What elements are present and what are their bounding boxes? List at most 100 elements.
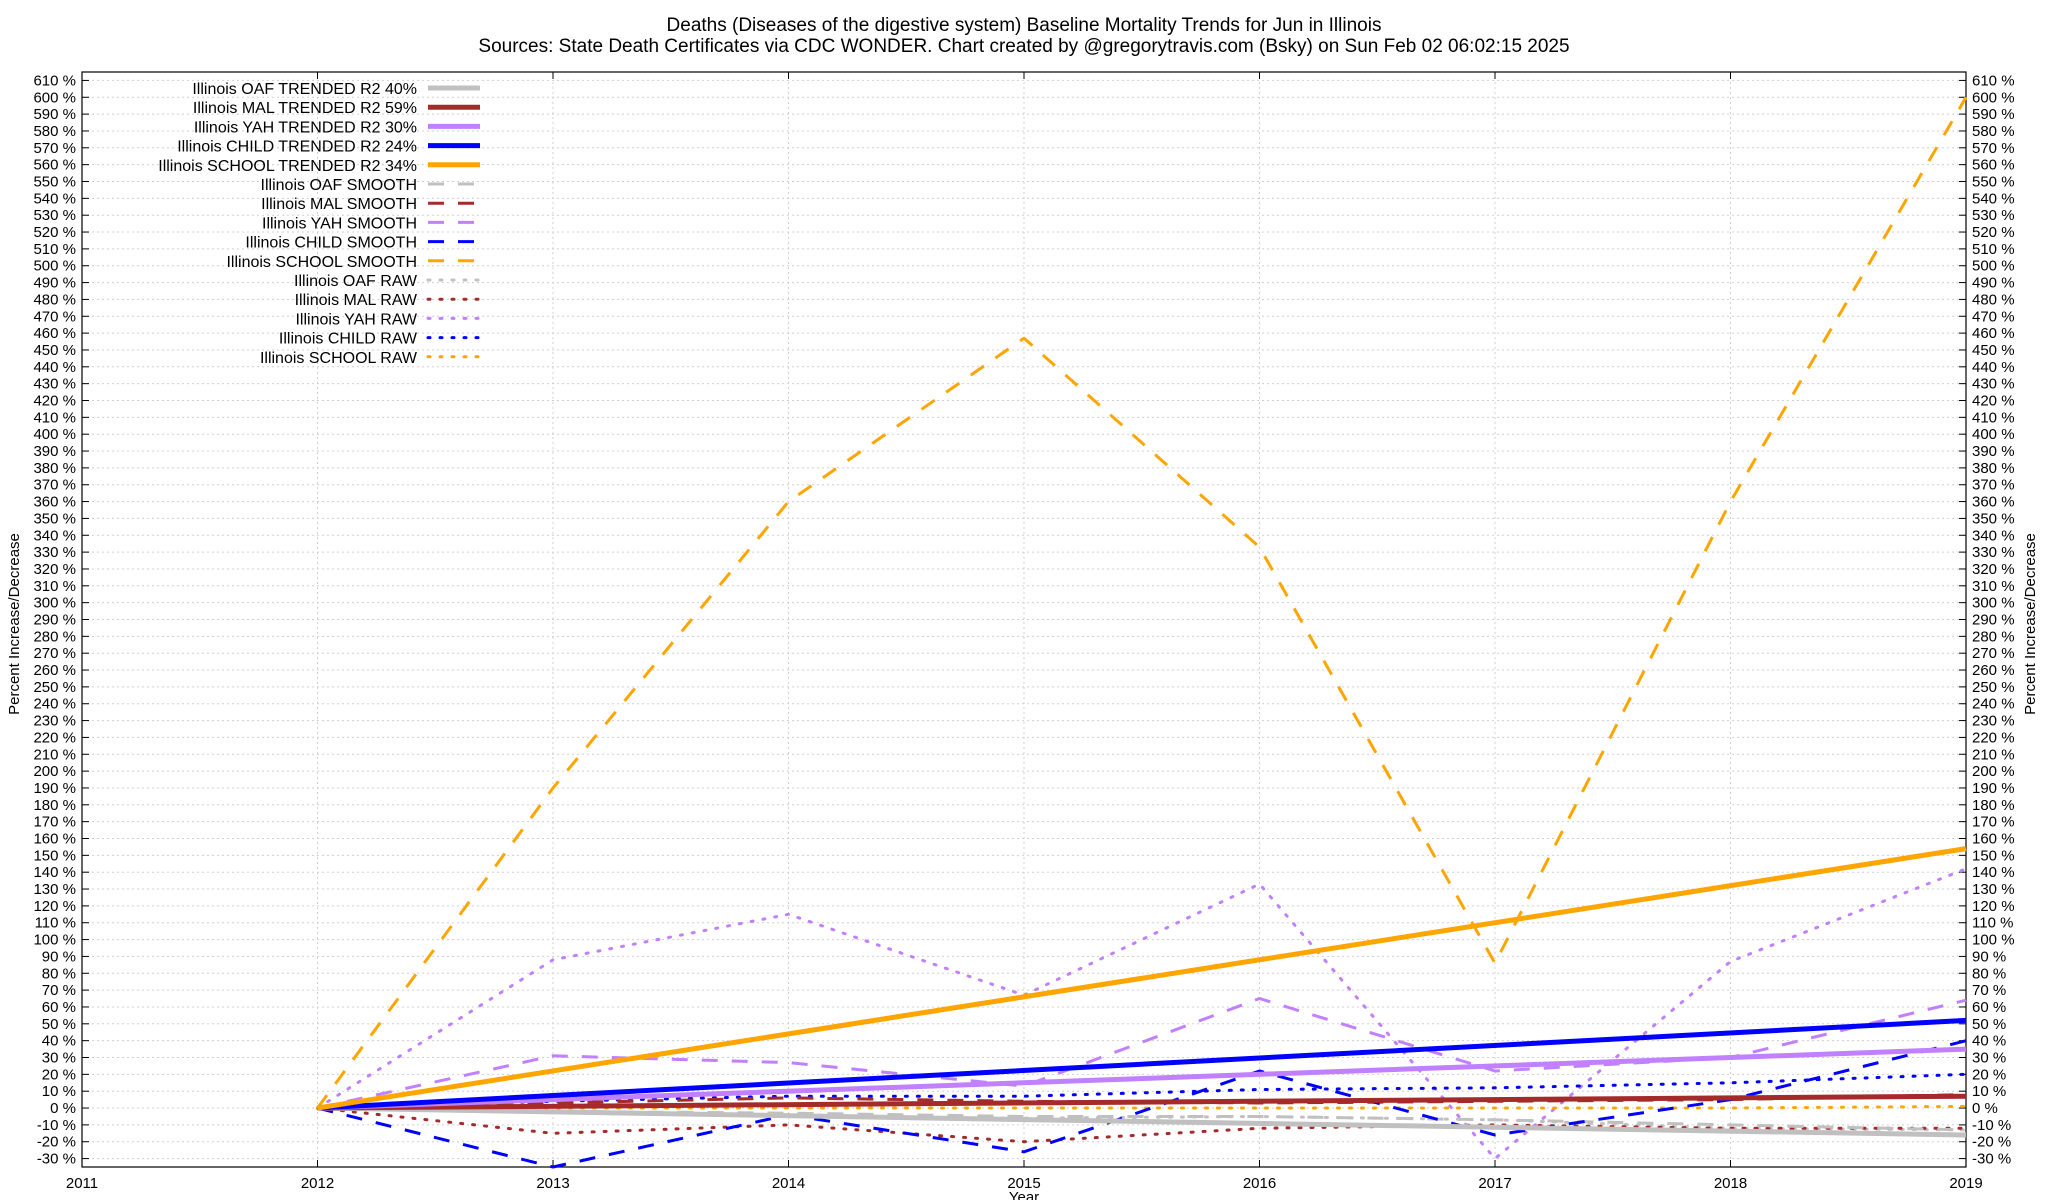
legend-label: Illinois YAH TRENDED R2 30% [194, 119, 417, 136]
series-line-illinois-child-trended-r2-24 [317, 1017, 1967, 1111]
x-tick-label: 2013 [536, 1175, 569, 1192]
y-tick-label-right: 100 % [1972, 932, 2015, 949]
y-tick-label-right: 410 % [1972, 409, 2015, 426]
y-tick-label-right: 200 % [1972, 763, 2015, 780]
chart-title: Deaths (Diseases of the digestive system… [667, 15, 1382, 36]
x-tick-label: 2018 [1714, 1175, 1747, 1192]
y-axis-label-right: Percent Increase/Decrease [2022, 533, 2039, 715]
series-line-illinois-yah-trended-r2-30 [317, 1046, 1967, 1111]
y-tick-label: 220 % [33, 729, 76, 746]
y-tick-label: 400 % [33, 426, 76, 443]
y-tick-label-right: 480 % [1972, 291, 2015, 308]
legend-label: Illinois SCHOOL SMOOTH [226, 254, 417, 271]
y-tick-label-right: 350 % [1972, 510, 2015, 527]
y-tick-label: 250 % [33, 679, 76, 696]
legend-label: Illinois OAF SMOOTH [261, 177, 417, 194]
x-tick-label: 2017 [1478, 1175, 1511, 1192]
legend-label: Illinois MAL SMOOTH [261, 196, 417, 213]
y-tick-label-right: 460 % [1972, 325, 2015, 342]
y-tick-label: -20 % [37, 1134, 76, 1151]
y-tick-label-right: 80 % [1972, 965, 2006, 982]
legend-label: Illinois CHILD SMOOTH [245, 235, 417, 252]
x-tick-label: 2011 [66, 1175, 98, 1192]
y-tick-label: 580 % [33, 123, 76, 140]
y-tick-label: 90 % [42, 948, 76, 965]
y-tick-label: 160 % [33, 831, 76, 848]
y-tick-label-right: 20 % [1972, 1066, 2006, 1083]
y-tick-label: 130 % [33, 881, 76, 898]
y-tick-label: 560 % [33, 157, 76, 174]
y-tick-label-right: 290 % [1972, 612, 2015, 629]
y-tick-label: 540 % [33, 190, 76, 207]
y-tick-label: 200 % [33, 763, 76, 780]
y-tick-label-right: 600 % [1972, 89, 2015, 106]
x-tick-label: 2016 [1243, 1175, 1276, 1192]
y-tick-label-right: 210 % [1972, 746, 2015, 763]
y-tick-label-right: 560 % [1972, 157, 2015, 174]
y-tick-label: 80 % [42, 965, 76, 982]
y-tick-label-right: 190 % [1972, 780, 2015, 797]
y-tick-label-right: 140 % [1972, 864, 2015, 881]
y-tick-label-right: 0 % [1972, 1100, 1998, 1117]
y-tick-label-right: 60 % [1972, 999, 2006, 1016]
y-tick-label: 370 % [33, 477, 76, 494]
y-tick-label: 70 % [42, 982, 76, 999]
y-tick-label-right: 250 % [1972, 679, 2015, 696]
y-tick-label: 500 % [33, 258, 76, 275]
legend-label: Illinois SCHOOL TRENDED R2 34% [158, 158, 417, 175]
y-tick-label: 140 % [33, 864, 76, 881]
grid-lines [81, 72, 1967, 1167]
y-tick-label-right: 470 % [1972, 308, 2015, 325]
y-tick-label: 150 % [33, 847, 76, 864]
legend: Illinois OAF TRENDED R2 40% Illinois MAL … [158, 81, 482, 367]
y-tick-label: 610 % [33, 72, 76, 89]
x-tick-label: 2014 [772, 1175, 805, 1192]
y-tick-label: 480 % [33, 291, 76, 308]
y-tick-label: 190 % [33, 780, 76, 797]
legend-label: Illinois CHILD TRENDED R2 24% [177, 139, 417, 156]
y-tick-label: 60 % [42, 999, 76, 1016]
legend-label: Illinois YAH SMOOTH [262, 215, 417, 232]
y-tick-label-right: -30 % [1972, 1151, 2011, 1168]
y-tick-label-right: 450 % [1972, 342, 2015, 359]
y-tick-label-right: 70 % [1972, 982, 2006, 999]
y-tick-label-right: 130 % [1972, 881, 2015, 898]
y-tick-label: 180 % [33, 797, 76, 814]
y-tick-label-right: 570 % [1972, 140, 2015, 157]
series-line-illinois-mal-trended-r2-59 [317, 1093, 1967, 1111]
y-tick-label-right: 330 % [1972, 544, 2015, 561]
y-tick-label: 280 % [33, 628, 76, 645]
y-tick-label: 590 % [33, 106, 76, 123]
y-tick-label: 410 % [33, 409, 76, 426]
y-tick-label: 170 % [33, 814, 76, 831]
y-tick-label: 450 % [33, 342, 76, 359]
y-tick-label-right: 310 % [1972, 578, 2015, 595]
y-tick-label-right: 360 % [1972, 494, 2015, 511]
y-tick-label: 440 % [33, 359, 76, 376]
x-tick-label: 2015 [1007, 1175, 1040, 1192]
y-tick-label: 230 % [33, 713, 76, 730]
legend-label: Illinois CHILD RAW [279, 331, 418, 348]
y-tick-label: 240 % [33, 696, 76, 713]
y-tick-label: 310 % [33, 578, 76, 595]
y-tick-label-right: 110 % [1972, 915, 2013, 932]
y-axis-label: Percent Increase/Decrease [6, 533, 23, 715]
y-tick-label-right: 220 % [1972, 729, 2015, 746]
y-tick-label: 10 % [42, 1083, 76, 1100]
y-tick-label-right: 440 % [1972, 359, 2015, 376]
y-tick-label: 120 % [33, 898, 76, 915]
y-tick-label-right: 390 % [1972, 443, 2015, 460]
y-tick-label-right: 90 % [1972, 948, 2006, 965]
y-tick-label-right: 530 % [1972, 207, 2015, 224]
y-tick-label-right: 40 % [1972, 1033, 2006, 1050]
y-tick-label: 320 % [33, 561, 76, 578]
chart-subtitle: Sources: State Death Certificates via CD… [478, 36, 1569, 57]
y-tick-label: 380 % [33, 460, 76, 477]
y-tick-label: 260 % [33, 662, 76, 679]
y-tick-label-right: 230 % [1972, 713, 2015, 730]
y-tick-label: 550 % [33, 174, 76, 191]
legend-label: Illinois OAF TRENDED R2 40% [192, 81, 417, 98]
legend-label: Illinois YAH RAW [295, 311, 417, 328]
y-tick-label-right: 170 % [1972, 814, 2015, 831]
y-tick-label: 430 % [33, 376, 76, 393]
